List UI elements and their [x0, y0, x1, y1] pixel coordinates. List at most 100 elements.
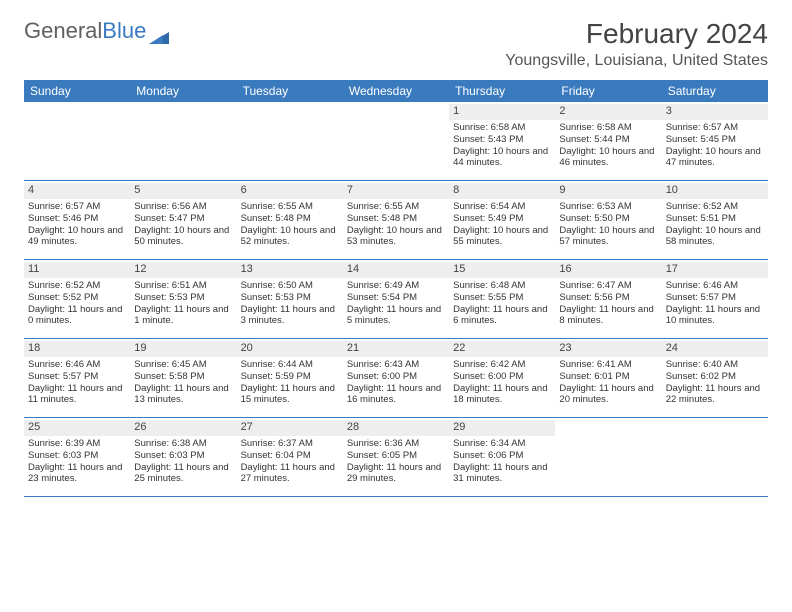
daynum-row: 19 — [130, 341, 236, 357]
day-number: 16 — [559, 263, 571, 275]
day-cell: 6Sunrise: 6:55 AMSunset: 5:48 PMDaylight… — [237, 181, 343, 259]
day-number: 13 — [241, 263, 253, 275]
day-number: 11 — [28, 263, 39, 275]
dow-friday: Friday — [555, 80, 661, 102]
daylight-text: Daylight: 11 hours and 31 minutes. — [453, 462, 551, 486]
day-cell: 7 Sunrise: 6:55 AMSunset: 5:48 PMDaylight… — [343, 181, 449, 259]
sunset-text: Sunset: 6:00 PM — [347, 371, 445, 383]
daylight-text: Daylight: 10 hours and 46 minutes. — [559, 146, 657, 170]
daynum-row: 7 — [343, 183, 449, 199]
sunrise-text: Sunrise: 6:36 AM — [347, 438, 445, 450]
sunrise-text: Sunrise: 6:57 AM — [666, 122, 764, 134]
daylight-text: Daylight: 11 hours and 15 minutes. — [241, 383, 339, 407]
day-cell: 11Sunrise: 6:52 AMSunset: 5:52 PMDayligh… — [24, 260, 130, 338]
daylight-text: Daylight: 11 hours and 16 minutes. — [347, 383, 445, 407]
day-cell: 1Sunrise: 6:58 AMSunset: 5:43 PMDaylight… — [449, 102, 555, 180]
sunrise-text: Sunrise: 6:52 AM — [666, 201, 764, 213]
daynum-row: 5 — [130, 183, 236, 199]
day-number: 24 — [666, 342, 678, 354]
day-number: 27 — [241, 421, 253, 433]
dow-thursday: Thursday — [449, 80, 555, 102]
day-cell — [24, 102, 130, 180]
daynum-row: 4 — [24, 183, 130, 199]
sunset-text: Sunset: 5:48 PM — [347, 213, 445, 225]
daylight-text: Daylight: 11 hours and 27 minutes. — [241, 462, 339, 486]
sunset-text: Sunset: 5:51 PM — [666, 213, 764, 225]
sunrise-text: Sunrise: 6:54 AM — [453, 201, 551, 213]
sunrise-text: Sunrise: 6:44 AM — [241, 359, 339, 371]
location: Youngsville, Louisiana, United States — [505, 52, 768, 70]
week-row: 11 Sunrise: 6:52 AMSunset: 5:52 PM Dayligh… — [24, 260, 768, 339]
day-cell — [662, 418, 768, 496]
dow-wednesday: Wednesday — [343, 80, 449, 102]
dow-monday: Monday — [130, 80, 236, 102]
day-cell: 27Sunrise: 6:37 AMSunset: 6:04 PMDayligh… — [237, 418, 343, 496]
sunrise-text: Sunrise: 6:56 AM — [134, 201, 232, 213]
daynum-row: 2 — [555, 104, 661, 120]
daylight-text: Daylight: 10 hours and 58 minutes. — [666, 225, 764, 249]
daynum-row: 25 — [24, 420, 130, 436]
day-cell: 8Sunrise: 6:54 AMSunset: 5:49 PMDaylight… — [449, 181, 555, 259]
daylight-text: Daylight: 10 hours and 50 minutes. — [134, 225, 232, 249]
sunrise-text: Sunrise: 6:50 AM — [241, 280, 339, 292]
day-number: 1 — [453, 105, 459, 117]
sunrise-text: Sunrise: 6:42 AM — [453, 359, 551, 371]
daylight-text: Daylight: 10 hours and 55 minutes. — [453, 225, 551, 249]
daylight-text: Daylight: 10 hours and 44 minutes. — [453, 146, 551, 170]
day-number: 17 — [666, 263, 678, 275]
daynum-row: 29 — [449, 420, 555, 436]
sunrise-text: Sunrise: 6:55 AM — [241, 201, 339, 213]
day-cell: 24Sunrise: 6:40 AMSunset: 6:02 PMDayligh… — [662, 339, 768, 417]
day-cell: 29Sunrise: 6:34 AMSunset: 6:06 PMDayligh… — [449, 418, 555, 496]
daynum-row: 27 — [237, 420, 343, 436]
daynum-row: 14 — [343, 262, 449, 278]
day-number: 19 — [134, 342, 146, 354]
sunset-text: Sunset: 5:53 PM — [241, 292, 339, 304]
sunset-text: Sunset: 6:05 PM — [347, 450, 445, 462]
week-row: 18Sunrise: 6:46 AMSunset: 5:57 PMDayligh… — [24, 339, 768, 418]
title-block: February 2024 Youngsville, Louisiana, Un… — [505, 18, 768, 70]
daylight-text: Daylight: 10 hours and 47 minutes. — [666, 146, 764, 170]
sunset-text: Sunset: 5:52 PM — [28, 292, 126, 304]
day-cell: 5Sunrise: 6:56 AMSunset: 5:47 PMDaylight… — [130, 181, 236, 259]
day-number: 18 — [28, 342, 40, 354]
daylight-text: Daylight: 11 hours and 11 minutes. — [28, 383, 126, 407]
sunset-text: Sunset: 5:50 PM — [559, 213, 657, 225]
day-number: 22 — [453, 342, 465, 354]
sunset-text: Sunset: 5:46 PM — [28, 213, 126, 225]
day-number: 12 — [134, 263, 146, 275]
sunset-text: Sunset: 5:57 PM — [666, 292, 764, 304]
sunset-text: Sunset: 5:48 PM — [241, 213, 339, 225]
logo-triangle-icon — [149, 24, 169, 38]
sunrise-text: Sunrise: 6:57 AM — [28, 201, 126, 213]
sunrise-text: Sunrise: 6:46 AM — [28, 359, 126, 371]
day-cell: 2Sunrise: 6:58 AMSunset: 5:44 PMDaylight… — [555, 102, 661, 180]
sunset-text: Sunset: 6:03 PM — [28, 450, 126, 462]
day-cell: 23Sunrise: 6:41 AMSunset: 6:01 PMDayligh… — [555, 339, 661, 417]
day-number: 2 — [559, 105, 565, 117]
daynum-row: 1 — [449, 104, 555, 120]
daynum-row: 17 — [662, 262, 768, 278]
day-cell: 28Sunrise: 6:36 AMSunset: 6:05 PMDayligh… — [343, 418, 449, 496]
daylight-text: Daylight: 11 hours and 8 minutes. — [559, 304, 657, 328]
day-number: 6 — [241, 184, 247, 196]
sunrise-text: Sunrise: 6:52 AM — [28, 280, 126, 292]
sunrise-text: Sunrise: 6:55 AM — [347, 201, 445, 213]
dow-saturday: Saturday — [662, 80, 768, 102]
daylight-text: Daylight: 10 hours and 53 minutes. — [347, 225, 445, 249]
day-number: 26 — [134, 421, 146, 433]
day-number: 10 — [666, 184, 678, 196]
day-cell: 21Sunrise: 6:43 AMSunset: 6:00 PMDayligh… — [343, 339, 449, 417]
day-number: 25 — [28, 421, 40, 433]
daylight-text: Daylight: 11 hours and 20 minutes. — [559, 383, 657, 407]
sunrise-text: Sunrise: 6:58 AM — [559, 122, 657, 134]
daylight-text: Daylight: 11 hours and 22 minutes. — [666, 383, 764, 407]
logo: GeneralBlue — [24, 18, 169, 44]
daynum-row: 3 — [662, 104, 768, 120]
day-cell: 10 Sunrise: 6:52 AMSunset: 5:51 PMDayligh… — [662, 181, 768, 259]
daylight-text: Daylight: 11 hours and 13 minutes. — [134, 383, 232, 407]
daynum-row: 24 — [662, 341, 768, 357]
daylight-text: Daylight: 11 hours and 29 minutes. — [347, 462, 445, 486]
daylight-text: Daylight: 11 hours and 3 minutes. — [241, 304, 339, 328]
day-number: 8 — [453, 184, 459, 196]
